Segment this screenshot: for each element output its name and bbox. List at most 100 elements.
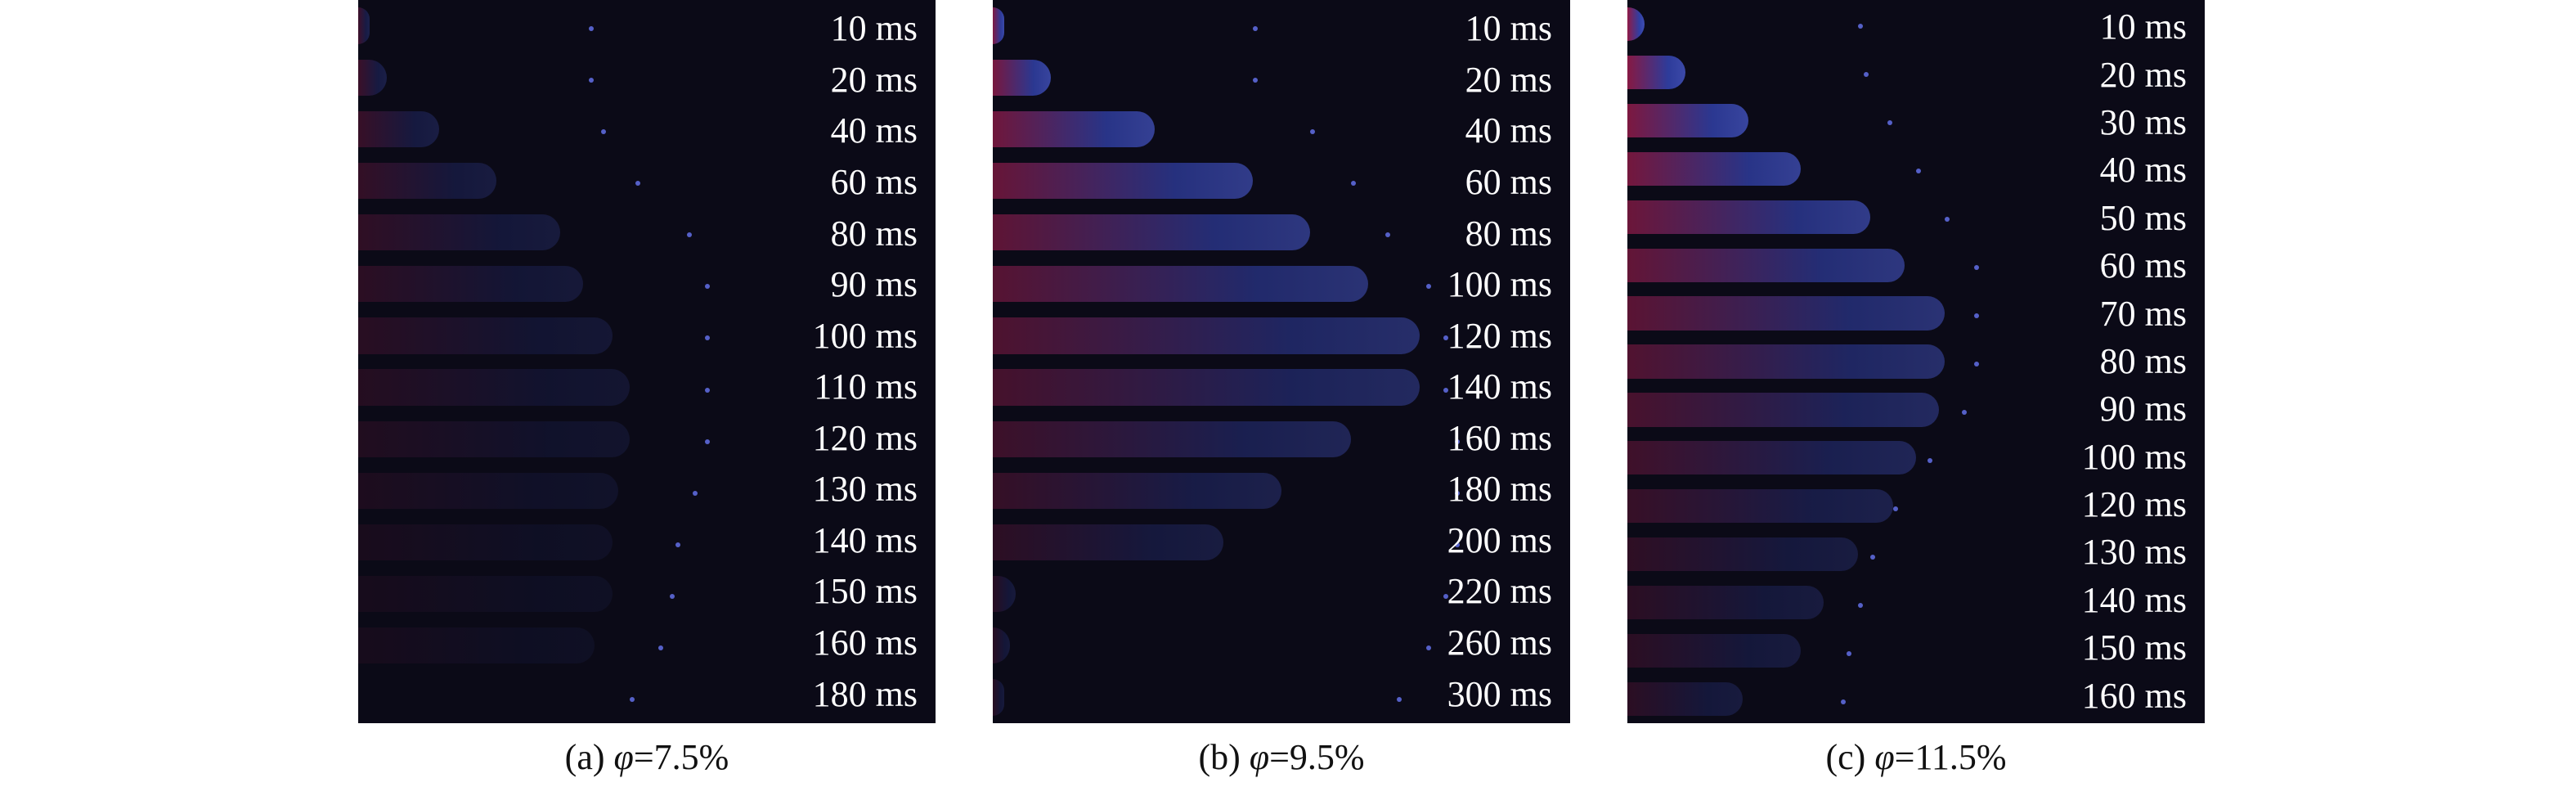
flame-streak (993, 266, 1368, 303)
marker-dot (1443, 594, 1448, 600)
marker-dot (1858, 24, 1864, 29)
flame-streak (1627, 7, 1645, 42)
marker-dot (1252, 25, 1258, 31)
flame-streak (993, 472, 1281, 509)
marker-dot (1962, 409, 1968, 415)
marker-dot (1847, 650, 1852, 656)
caption-symbol: φ (1874, 737, 1895, 777)
time-label: 140 ms (1447, 367, 1552, 407)
caption-a: (a) φ=7.5% (358, 736, 936, 778)
time-label: 160 ms (2081, 675, 2187, 716)
marker-dot (1973, 265, 1979, 271)
flame-streak (1627, 248, 1905, 282)
time-label: 80 ms (1465, 213, 1552, 254)
time-label: 100 ms (1447, 264, 1552, 305)
time-label: 10 ms (830, 8, 918, 49)
flame-image-panel-a: 10 ms 20 ms 40 ms 60 ms 80 ms 90 ms 100 ms 110 … (358, 0, 936, 723)
flame-streak (358, 627, 595, 664)
caption-value: =7.5% (633, 737, 729, 777)
flame-streak (993, 420, 1351, 457)
caption-value: =9.5% (1269, 737, 1365, 777)
caption-symbol: φ (613, 737, 634, 777)
marker-dot (1443, 387, 1448, 393)
marker-dot (1252, 77, 1258, 83)
marker-dot (1425, 284, 1431, 290)
marker-dot (629, 697, 635, 703)
time-label: 30 ms (2099, 101, 2187, 142)
marker-dot (1928, 457, 1933, 463)
marker-dot (670, 594, 675, 600)
flame-streak (358, 110, 439, 147)
time-label: 60 ms (1465, 161, 1552, 202)
marker-dot (1841, 699, 1847, 704)
flame-streak (358, 472, 618, 509)
marker-dot (1973, 362, 1979, 367)
time-labels: 10 ms 20 ms 40 ms 60 ms 80 ms 90 ms 100 ms 110 … (813, 0, 918, 723)
marker-dot (589, 25, 595, 31)
flame-streak (1627, 633, 1801, 668)
time-label: 90 ms (830, 264, 918, 305)
caption-b: (b) φ=9.5% (993, 736, 1570, 778)
time-label: 120 ms (1447, 315, 1552, 356)
time-label: 10 ms (2099, 7, 2187, 47)
marker-dot (704, 335, 710, 341)
marker-dot (704, 438, 710, 444)
flame-streak (1627, 200, 1870, 234)
caption-prefix: (b) (1198, 737, 1241, 777)
time-label: 120 ms (2081, 484, 2187, 525)
time-label: 10 ms (1465, 8, 1552, 49)
caption-value: =11.5% (1894, 737, 2007, 777)
time-label: 140 ms (812, 519, 918, 560)
marker-dot (704, 284, 710, 290)
time-label: 20 ms (830, 59, 918, 100)
flame-streak (993, 59, 1051, 96)
time-label: 140 ms (2081, 579, 2187, 620)
marker-dot (1945, 217, 1950, 223)
flame-streak (1627, 296, 1945, 331)
marker-dot (1887, 120, 1892, 126)
marker-dot (1350, 181, 1356, 186)
flame-streak (358, 59, 388, 96)
time-label: 40 ms (2099, 150, 2187, 191)
caption-symbol: φ (1249, 737, 1270, 777)
flame-streak (1627, 489, 1893, 524)
time-label: 130 ms (2081, 532, 2187, 573)
time-label: 60 ms (2099, 245, 2187, 286)
caption-prefix: (a) (564, 737, 605, 777)
time-labels: 10 ms 20 ms 30 ms 40 ms 50 ms 60 ms 70 ms 80 ms… (2082, 0, 2187, 723)
marker-dot (589, 77, 595, 83)
marker-dot (1454, 438, 1460, 444)
marker-dot (1385, 232, 1391, 238)
marker-dot (1869, 554, 1875, 560)
time-label: 220 ms (1447, 571, 1552, 612)
marker-dot (600, 128, 606, 134)
flame-streak (993, 214, 1311, 251)
flame-streak (358, 576, 613, 613)
marker-dot (1864, 72, 1869, 78)
flame-streak (358, 420, 630, 457)
time-label: 200 ms (1447, 519, 1552, 560)
time-label: 100 ms (2081, 436, 2187, 477)
time-label: 150 ms (2081, 627, 2187, 668)
time-label: 130 ms (812, 469, 918, 510)
flame-streak (1627, 537, 1859, 572)
flame-streak (1627, 344, 1945, 379)
time-label: 160 ms (1447, 417, 1552, 458)
marker-dot (1892, 506, 1898, 511)
time-label: 100 ms (812, 315, 918, 356)
marker-dot (687, 232, 693, 238)
time-label: 120 ms (812, 417, 918, 458)
time-label: 260 ms (1447, 623, 1552, 663)
marker-dot (1443, 335, 1448, 341)
caption-prefix: (c) (1825, 737, 1866, 777)
marker-dot (1916, 169, 1921, 174)
marker-dot (1397, 697, 1402, 703)
marker-dot (675, 542, 681, 547)
flame-streak (993, 317, 1420, 354)
time-label: 90 ms (2099, 389, 2187, 429)
time-label: 300 ms (1447, 673, 1552, 714)
flame-image-panel-c: 10 ms 20 ms 30 ms 40 ms 50 ms 60 ms 70 ms 80 ms… (1627, 0, 2205, 723)
flame-streak (1627, 103, 1749, 137)
marker-dot (1973, 313, 1979, 319)
flame-streak (993, 110, 1155, 147)
